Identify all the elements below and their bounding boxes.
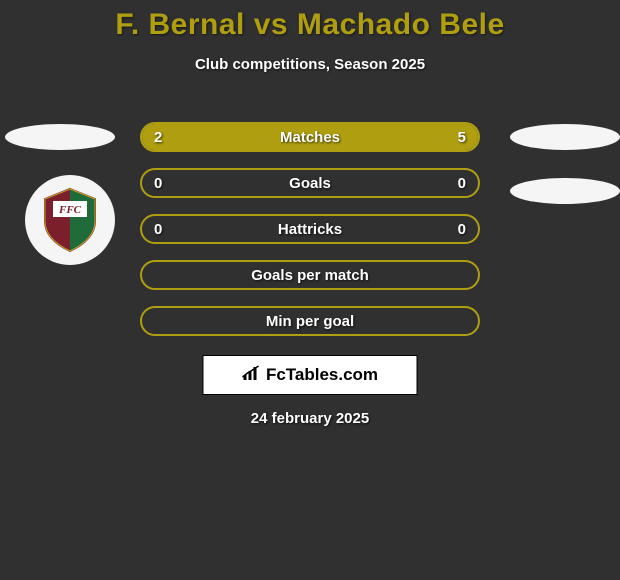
stat-right-value: 0 [458, 221, 466, 238]
stat-right-value: 5 [458, 129, 466, 146]
stat-right-value: 0 [458, 175, 466, 192]
stat-label: Min per goal [266, 313, 354, 330]
stat-left-value: 0 [154, 175, 162, 192]
stat-bar: 2 Matches 5 [140, 122, 480, 152]
player-right-avatar-2 [510, 178, 620, 204]
stat-label: Goals per match [251, 267, 369, 284]
stat-row-matches: 2 Matches 5 [140, 122, 480, 168]
stat-row-gpm: Goals per match [140, 260, 480, 306]
stat-label: Goals [289, 175, 331, 192]
bar-fill-right [236, 124, 478, 150]
player-left-avatar [5, 124, 115, 150]
page-title: F. Bernal vs Machado Bele [0, 0, 620, 42]
stat-bar: 0 Hattricks 0 [140, 214, 480, 244]
stat-bar: 0 Goals 0 [140, 168, 480, 198]
stat-row-goals: 0 Goals 0 [140, 168, 480, 214]
player-right-avatar-1 [510, 124, 620, 150]
chart-icon [242, 365, 262, 386]
stat-left-value: 0 [154, 221, 162, 238]
club-shield-icon: FFC [41, 187, 99, 253]
stat-bar: Goals per match [140, 260, 480, 290]
logo-box[interactable]: FcTables.com [203, 355, 418, 395]
stat-row-mpg: Min per goal [140, 306, 480, 352]
stat-left-value: 2 [154, 129, 162, 146]
logo-text: FcTables.com [266, 365, 378, 385]
stat-row-hattricks: 0 Hattricks 0 [140, 214, 480, 260]
club-badge: FFC [25, 175, 115, 265]
stats-bars: 2 Matches 5 0 Goals 0 0 Hattricks 0 Goal… [140, 122, 480, 352]
subtitle: Club competitions, Season 2025 [0, 56, 620, 73]
club-initials: FFC [58, 204, 82, 216]
date-text: 24 february 2025 [251, 410, 369, 427]
stat-label: Matches [280, 129, 340, 146]
stat-label: Hattricks [278, 221, 342, 238]
stat-bar: Min per goal [140, 306, 480, 336]
